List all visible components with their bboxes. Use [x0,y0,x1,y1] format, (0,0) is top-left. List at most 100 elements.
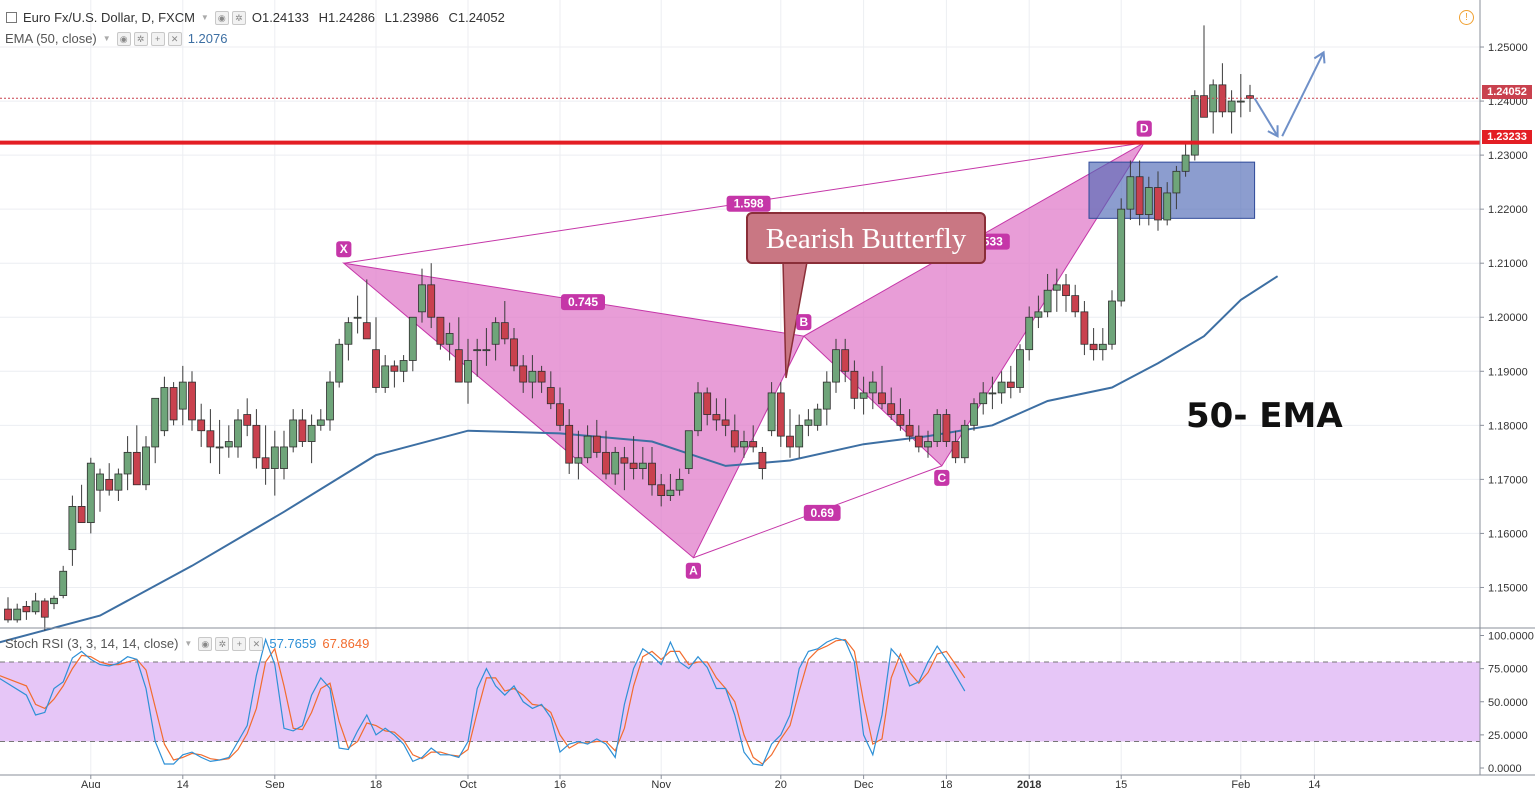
candle [1190,90,1199,161]
candle [123,436,132,491]
candle [59,565,68,599]
candle [574,430,583,480]
candle [234,409,242,458]
time-tick-label: 16 [554,779,566,788]
time-tick-label: 18 [370,779,382,788]
candle-body [31,600,40,613]
stoch-tick-label: 50.0000 [1488,697,1528,709]
candle [261,425,270,485]
warning-icon[interactable]: ! [1459,10,1474,25]
close-icon[interactable]: ✕ [167,31,182,46]
candle-body [1052,284,1061,291]
ratio-label: 0.745 [561,294,605,311]
point-label-x-text: X [340,242,348,256]
candle-body [657,484,666,496]
candle-body [905,424,914,437]
stoch-legend-label[interactable]: Stoch RSI (3, 3, 14, 14, close) [5,636,179,651]
candle-body [234,419,242,448]
collapse-icon[interactable] [6,12,17,23]
candle-body [684,430,693,469]
candle-body [1071,295,1080,313]
time-tick-label: Nov [651,779,671,788]
candle [418,268,426,323]
candle-body [749,441,758,448]
candle-body [1025,316,1034,351]
candle-body [298,419,307,442]
gear-icon[interactable]: ✲ [215,636,230,651]
candle [684,430,693,474]
candle-body [592,435,601,453]
candle-body [675,478,684,491]
candle [896,398,905,431]
candle [675,468,684,496]
price-tick-label: 1.16000 [1488,528,1528,540]
candle [979,382,988,415]
current-price-tag: 1.24052 [1482,85,1532,99]
plus-icon[interactable]: + [232,636,247,651]
candle [960,419,969,464]
candle [1135,160,1144,226]
eye-icon[interactable]: ◉ [198,636,213,651]
low-value: L1.23986 [384,10,439,25]
ratio-label-text: 1.598 [734,197,764,211]
ratio-label-bg [803,504,841,521]
candle-body [942,414,951,442]
resistance-price-tag: 1.23233 [1482,130,1532,144]
candle [795,414,804,458]
eye-icon[interactable]: ◉ [214,10,229,25]
stoch-k-value: 57.7659 [269,636,317,651]
candle [1172,165,1181,210]
candle [326,371,334,431]
candle [22,600,31,620]
candle-body [160,387,169,432]
candle [114,468,123,501]
candle-body [372,349,380,388]
candle-body [970,403,978,426]
candle-body [804,419,813,426]
plus-icon[interactable]: + [150,31,165,46]
candle [740,430,748,458]
symbol-title[interactable]: Euro Fx/U.S. Dollar, D, FXCM [23,10,195,25]
candle-body [1126,176,1135,210]
gear-icon[interactable]: ✲ [133,31,148,46]
candle-body [841,349,850,372]
candle-body [473,349,482,352]
candle-body [1089,343,1098,351]
close-icon[interactable]: ✕ [249,636,264,651]
candle [970,398,978,431]
chevron-down-icon[interactable]: ▼ [102,34,111,43]
candle [565,409,574,474]
candle [721,398,730,437]
candle [767,382,776,437]
candle [188,371,196,431]
candle [1080,301,1089,356]
ema-line-group [0,275,1279,644]
candle-body [574,457,583,464]
candle-body [776,392,785,437]
candle [316,409,325,431]
candle-body [344,322,353,345]
candle [1236,74,1245,118]
candle [151,397,160,464]
candle [712,398,721,431]
chevron-down-icon[interactable]: ▼ [200,13,209,22]
candle [215,419,224,474]
candle-body [868,381,877,394]
ratio-label-bg [561,294,605,311]
candle-body [795,424,804,448]
gear-icon[interactable]: ✲ [231,10,246,25]
point-label-c-bg [934,469,950,486]
point-label-b: B [796,314,812,331]
candle-body [510,338,518,367]
candle-body [933,414,942,442]
candle [206,409,215,464]
eye-icon[interactable]: ◉ [116,31,131,46]
candle [500,301,509,345]
ema-legend-label[interactable]: EMA (50, close) [5,31,97,46]
chevron-down-icon[interactable]: ▼ [184,639,193,648]
candle [592,419,601,458]
candle-body [13,608,22,621]
candle [445,322,454,361]
